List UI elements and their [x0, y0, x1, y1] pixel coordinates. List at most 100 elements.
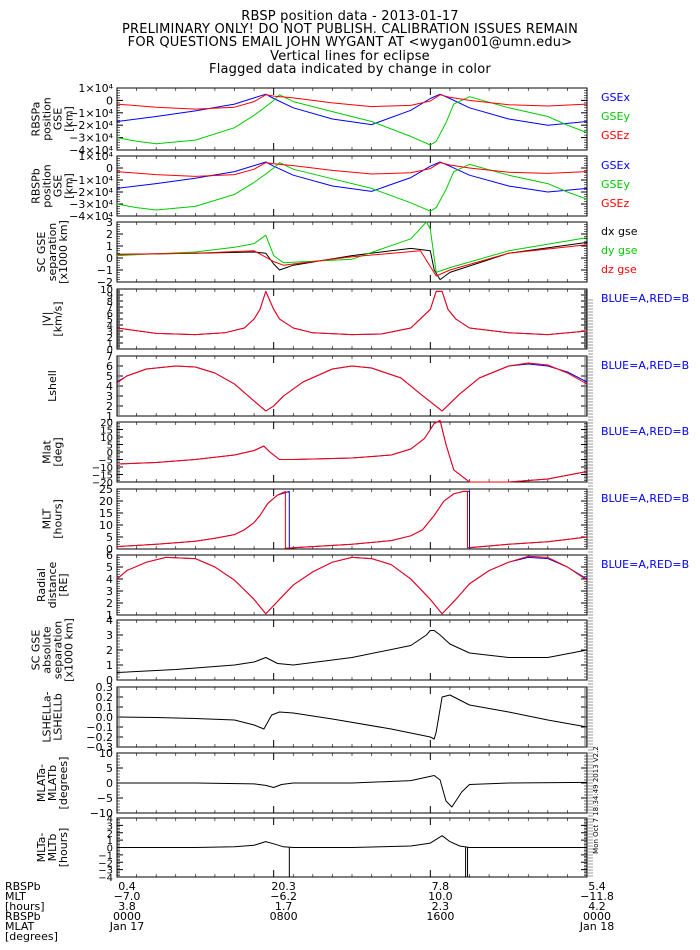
series-line-black	[116, 694, 588, 740]
series-line-blue	[116, 420, 588, 483]
y-tick-label: 5	[106, 561, 113, 574]
y-tick-label: −1×10⁴	[69, 107, 113, 120]
y-tick-label: 3	[106, 216, 113, 229]
panel-frame	[116, 421, 588, 483]
y-tick-label: −15	[92, 471, 113, 482]
y-axis-label: LSHELLb	[52, 693, 65, 741]
y-tick-label: 3	[107, 327, 113, 338]
y-tick-label: 0	[107, 345, 113, 356]
y-tick-label: 6	[106, 549, 113, 562]
y-tick-label: −0.3	[86, 741, 113, 754]
series-line-red	[116, 490, 588, 549]
y-tick-label: 20	[100, 418, 113, 429]
y-tick-label: 0	[106, 674, 113, 687]
y-tick-label: 2	[106, 644, 113, 657]
y-tick-label: −1	[98, 851, 113, 862]
y-tick-label: 1×10⁴	[78, 150, 113, 163]
header-line: FOR QUESTIONS EMAIL JOHN WYGANT AT <wyga…	[127, 35, 573, 50]
y-axis-label: [km]	[63, 173, 76, 199]
x-axis-value: 0.4	[118, 880, 136, 893]
panel-mlat_diff: 10 5 0 −5 −10 MLATa-MLATb[degrees]	[35, 747, 588, 820]
series-line-blue	[116, 161, 588, 193]
y-tick-label: 4	[107, 814, 113, 825]
series-line-red	[116, 94, 588, 110]
header-line: Vertical lines for eclipse	[270, 49, 430, 64]
y-axis-label: [km]	[63, 106, 76, 132]
panel-frame	[116, 488, 588, 550]
y-tick-label: 10	[100, 433, 113, 444]
y-axis-label: Mlat	[41, 440, 54, 464]
y-tick-label: 15	[99, 507, 113, 520]
y-axis-label: [hours]	[52, 499, 65, 539]
x-axis-value: 5.4	[588, 880, 606, 893]
y-axis-label: GSE	[52, 175, 65, 198]
y-tick-label: 15	[100, 426, 113, 437]
x-axis-row-label: [degrees]	[5, 930, 58, 943]
series-line-blue	[116, 556, 588, 615]
y-tick-label: −4	[98, 873, 113, 884]
series-line-red	[116, 362, 588, 412]
series-line-black	[117, 835, 587, 848]
y-axis-label: MLTb	[46, 834, 59, 862]
y-axis-label: GSE	[52, 108, 65, 131]
x-axis-value: −7.0	[114, 890, 141, 903]
y-tick-label: 10	[100, 285, 113, 296]
y-tick-label: −3	[98, 866, 113, 877]
y-tick-label: 0	[106, 162, 113, 175]
y-tick-label: 10	[99, 519, 113, 532]
y-tick-label: 0	[106, 543, 113, 556]
y-axis-label: Radial	[35, 568, 48, 602]
y-tick-label: 20	[99, 495, 113, 508]
x-axis-value: 4.2	[588, 900, 606, 913]
y-tick-label: −0.2	[86, 731, 113, 744]
series-line-red	[116, 555, 588, 615]
x-axis-value: 0800	[270, 910, 298, 923]
x-axis-value: 1.7	[275, 900, 293, 913]
x-axis-row-label: RBSPb	[5, 880, 41, 893]
legend-entry: BLUE=A,RED=B	[601, 292, 689, 305]
legend-entry: dy gse	[601, 244, 638, 257]
legend-entry: dz gse	[601, 263, 637, 276]
y-axis-label: Lshell	[46, 370, 59, 402]
y-tick-label: −5	[98, 456, 113, 467]
x-axis-value: −11.8	[580, 890, 614, 903]
y-tick-label: 4	[106, 380, 113, 393]
y-axis-label: SC GSE	[30, 630, 43, 671]
y-tick-label: −1×10⁴	[69, 174, 113, 187]
x-axis-value: 0000	[113, 910, 141, 923]
y-axis-label: MLTa-	[35, 833, 48, 863]
x-axis-row-label: MLT	[5, 890, 26, 903]
y-tick-label: −0.1	[86, 721, 113, 734]
y-tick-label: 7	[107, 303, 113, 314]
series-line-blue	[116, 490, 588, 549]
series-line-black	[117, 775, 588, 808]
y-tick-label: 1×10⁴	[78, 82, 113, 95]
y-axis-label: [degrees]	[57, 757, 70, 810]
y-tick-label: 2	[106, 228, 113, 241]
y-tick-label: 0	[107, 448, 113, 459]
x-axis-value: Jan 17	[109, 920, 144, 933]
y-tick-label: −2×10⁴	[69, 119, 113, 132]
y-tick-label: 0	[106, 777, 113, 790]
y-axis-label: MLT	[41, 508, 54, 529]
y-tick-label: −4×10⁴	[69, 210, 113, 223]
legend-entry: BLUE=A,RED=B	[601, 558, 689, 571]
x-axis-value: 1600	[426, 910, 454, 923]
panel-lshell_diff: 0.30.20.10.0−0.1−0.2−0.3 LSHELLa-LSHELLb	[41, 681, 588, 754]
y-tick-label: 2	[106, 597, 113, 610]
y-axis-label: [km/s]	[52, 301, 65, 336]
y-tick-label: 7	[106, 350, 113, 363]
legend-entry: GSEz	[601, 197, 629, 210]
y-tick-label: 2	[106, 400, 113, 413]
y-tick-label: 9	[107, 291, 113, 302]
y-tick-label: 0.1	[96, 701, 114, 714]
y-tick-label: 2	[107, 829, 113, 840]
panel-frame	[116, 554, 588, 616]
y-tick-label: −5	[97, 792, 113, 805]
